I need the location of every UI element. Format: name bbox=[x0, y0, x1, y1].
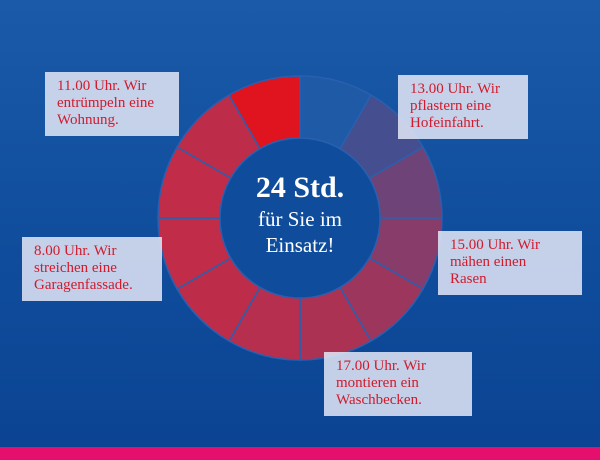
note-line: montieren ein bbox=[336, 375, 419, 391]
note-11-uhr: 11.00 Uhr. Wir entrümpeln eine Wohnung. bbox=[45, 72, 179, 136]
note-line: 8.00 Uhr. Wir bbox=[34, 243, 117, 259]
note-line: pflastern eine bbox=[410, 98, 492, 114]
center-label: 24 Std. für Sie im Einsatz! bbox=[220, 170, 380, 258]
ring-segment bbox=[227, 75, 301, 150]
center-line-2: Einsatz! bbox=[265, 233, 335, 257]
note-line: Garagenfassade. bbox=[34, 277, 133, 293]
center-headline: 24 Std. bbox=[255, 171, 345, 204]
center-line-1: für Sie im bbox=[258, 207, 342, 231]
note-line: entrümpeln eine bbox=[57, 95, 155, 111]
note-line: streichen eine bbox=[34, 260, 117, 276]
bottom-accent-bar bbox=[0, 447, 600, 460]
note-15-uhr: 15.00 Uhr. Wir mähen einen Rasen bbox=[438, 231, 582, 295]
note-13-uhr: 13.00 Uhr. Wir pflastern eine Hofeinfahr… bbox=[398, 75, 528, 139]
ring-center bbox=[221, 139, 379, 297]
note-line: mähen einen bbox=[450, 254, 527, 270]
note-line: 17.00 Uhr. Wir bbox=[336, 358, 426, 374]
note-line: Hofeinfahrt. bbox=[410, 115, 484, 131]
note-17-uhr: 17.00 Uhr. Wir montieren ein Waschbecken… bbox=[324, 352, 472, 416]
note-line: Rasen bbox=[450, 271, 487, 287]
note-line: 11.00 Uhr. Wir bbox=[57, 78, 147, 94]
note-8-uhr: 8.00 Uhr. Wir streichen eine Garagenfass… bbox=[22, 237, 162, 301]
note-line: 13.00 Uhr. Wir bbox=[410, 81, 500, 97]
note-line: Wohnung. bbox=[57, 112, 119, 128]
note-line: Waschbecken. bbox=[336, 392, 422, 408]
note-line: 15.00 Uhr. Wir bbox=[450, 237, 540, 253]
